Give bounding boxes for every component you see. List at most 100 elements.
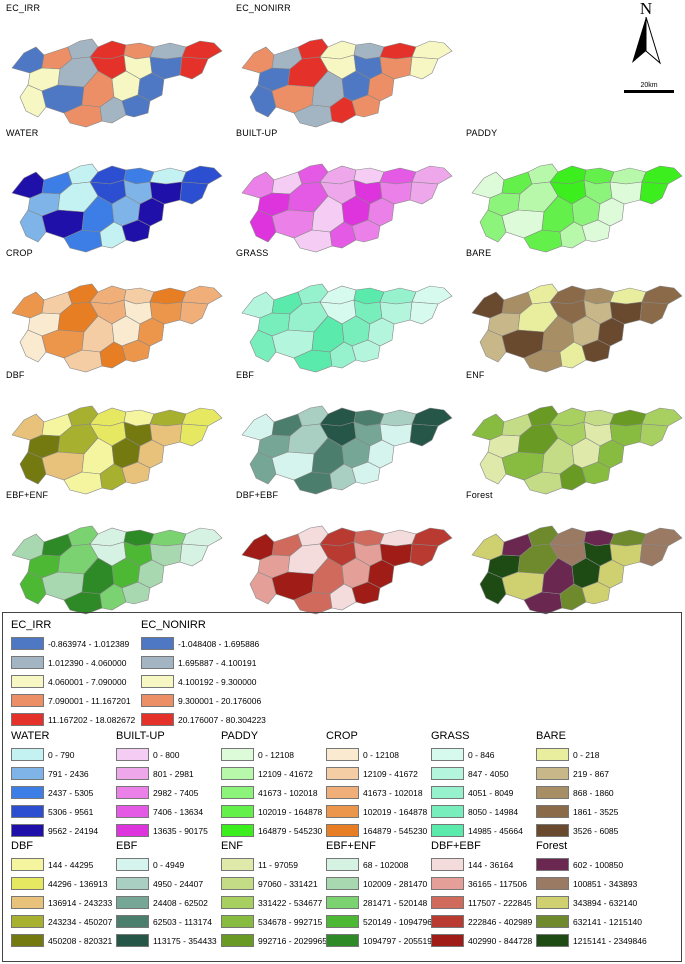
legend-item: 14985 - 45664 [431, 821, 523, 840]
legend-range: 281471 - 520148 [363, 897, 428, 908]
legend-group: EC_NONIRR -1.048408 - 1.695886 1.695887 - … [141, 619, 266, 729]
legend-item: 602 - 100850 [536, 855, 647, 874]
legend-item: 534678 - 992715 [221, 912, 327, 931]
legend-range: 5306 - 9561 [48, 806, 94, 817]
map-region [641, 527, 683, 547]
legend-swatch [326, 858, 359, 871]
legend-range: 9562 - 24194 [48, 825, 99, 836]
legend-item: 331422 - 534677 [221, 893, 327, 912]
legend-swatch [431, 896, 464, 909]
map-panel: EC_NONIRR [232, 3, 457, 128]
legend-swatch [116, 824, 149, 837]
legend-item: 24408 - 62502 [116, 893, 217, 912]
legend-swatch [116, 786, 149, 799]
map-region [181, 40, 223, 60]
legend-range: 0 - 846 [468, 749, 495, 760]
legend: EC_IRR -0.863974 - 1.012389 1.012390 - 4.0… [2, 612, 682, 962]
legend-swatch [116, 915, 149, 928]
map-region [179, 423, 209, 447]
legend-swatch [536, 824, 569, 837]
map-label: EC_NONIRR [236, 3, 291, 13]
legend-swatch [141, 694, 174, 707]
legend-range: 97060 - 331421 [258, 878, 318, 889]
choropleth-map [471, 525, 683, 615]
legend-swatch [536, 934, 569, 947]
legend-swatch [11, 896, 44, 909]
legend-swatch [431, 915, 464, 928]
legend-item: 44296 - 136913 [11, 874, 112, 893]
legend-swatch [116, 805, 149, 818]
legend-swatch [221, 748, 254, 761]
choropleth-map [11, 525, 223, 615]
legend-item: 20.176007 - 80.304223 [141, 710, 266, 729]
map-region [581, 581, 611, 605]
legend-range: 9.300001 - 20.176006 [178, 695, 262, 706]
legend-range: 4.060001 - 7.090000 [48, 676, 127, 687]
legend-range: 102019 - 164878 [363, 806, 428, 817]
legend-item: 791 - 2436 [11, 764, 98, 783]
legend-swatch [221, 896, 254, 909]
legend-group: BARE 0 - 218 219 - 867 868 - 1860 1861 - 352… [536, 730, 618, 840]
legend-swatch [536, 786, 569, 799]
legend-item: 97060 - 331421 [221, 874, 327, 893]
map-region [411, 285, 453, 305]
legend-swatch [11, 767, 44, 780]
legend-range: 0 - 4949 [153, 859, 185, 870]
legend-group: EBF 0 - 4949 4950 - 24407 24408 - 62502 6250… [116, 840, 217, 950]
legend-item: 801 - 2981 [116, 764, 208, 783]
choropleth-map [471, 405, 683, 495]
legend-range: 0 - 800 [153, 749, 180, 760]
map-region [409, 56, 439, 80]
legend-item: 3526 - 6085 [536, 821, 618, 840]
map-region [149, 409, 187, 427]
legend-range: 4051 - 8049 [468, 787, 514, 798]
legend-group: GRASS 0 - 846 847 - 4050 4051 - 8049 8050 - … [431, 730, 523, 840]
legend-item: 9562 - 24194 [11, 821, 98, 840]
map-region [379, 42, 417, 60]
legend-swatch [326, 786, 359, 799]
legend-range: 36165 - 117506 [468, 878, 527, 889]
map-region [121, 219, 151, 243]
legend-range: 41673 - 102018 [258, 787, 318, 798]
map-label: DBF [6, 370, 25, 380]
legend-swatch [141, 637, 174, 650]
map-label: EBF [236, 370, 255, 380]
choropleth-map [241, 38, 453, 128]
legend-item: 343894 - 632140 [536, 893, 647, 912]
legend-item: 117507 - 222845 [431, 893, 532, 912]
legend-title: PADDY [221, 730, 259, 742]
map-region [351, 94, 381, 118]
legend-range: 331422 - 534677 [258, 897, 323, 908]
choropleth-map [241, 283, 453, 373]
legend-range: 100851 - 343893 [573, 878, 638, 889]
legend-item: 7406 - 13634 [116, 802, 208, 821]
map-panel: EC_IRR [2, 3, 227, 128]
map-panel: EBF+ENF [2, 490, 227, 615]
choropleth-map [241, 163, 453, 253]
legend-swatch [141, 713, 174, 726]
map-label: CROP [6, 248, 33, 258]
legend-swatch [326, 877, 359, 890]
legend-swatch [116, 896, 149, 909]
legend-title: ENF [221, 840, 243, 852]
legend-item: 243234 - 450207 [11, 912, 112, 931]
legend-swatch [116, 748, 149, 761]
legend-swatch [141, 675, 174, 688]
legend-range: 801 - 2981 [153, 768, 194, 779]
legend-item: 0 - 12108 [326, 745, 427, 764]
legend-item: 68 - 102008 [326, 855, 437, 874]
legend-item: 136914 - 243233 [11, 893, 112, 912]
scale-bar: 20km [624, 82, 674, 93]
map-label: EBF+ENF [6, 490, 49, 500]
legend-item: 4.060001 - 7.090000 [11, 672, 135, 691]
legend-item: 102009 - 281470 [326, 874, 437, 893]
legend-swatch [11, 694, 44, 707]
map-region [609, 167, 647, 185]
map-region [411, 165, 453, 185]
legend-range: 24408 - 62502 [153, 897, 208, 908]
legend-swatch [11, 858, 44, 871]
map-region [179, 301, 209, 325]
legend-range: 0 - 790 [48, 749, 75, 760]
legend-range: 136914 - 243233 [48, 897, 113, 908]
